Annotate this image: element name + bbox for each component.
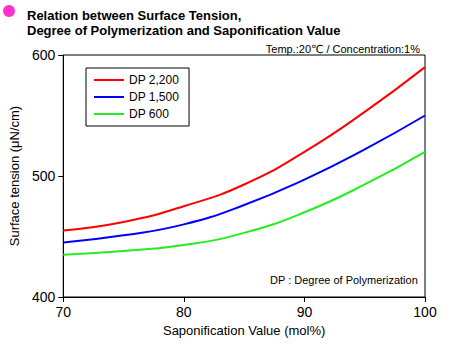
svg-text:100: 100 bbox=[413, 304, 437, 320]
svg-text:DP : Degree of Polymerization: DP : Degree of Polymerization bbox=[270, 274, 418, 286]
svg-text:90: 90 bbox=[297, 304, 313, 320]
svg-text:600: 600 bbox=[32, 47, 56, 63]
svg-text:70: 70 bbox=[55, 304, 71, 320]
svg-text:DP 2,200: DP 2,200 bbox=[129, 73, 179, 87]
svg-text:80: 80 bbox=[176, 304, 192, 320]
svg-text:Relation between Surface Tensi: Relation between Surface Tension, bbox=[27, 8, 241, 23]
svg-text:Degree of Polymerization and S: Degree of Polymerization and Saponificat… bbox=[27, 23, 341, 38]
svg-text:400: 400 bbox=[32, 289, 56, 305]
svg-text:Surface tension (μN/cm): Surface tension (μN/cm) bbox=[7, 106, 22, 246]
svg-text:Saponification Value (mol%): Saponification Value (mol%) bbox=[163, 323, 325, 338]
svg-text:Temp.:20℃ / Concentration:1%: Temp.:20℃ / Concentration:1% bbox=[266, 43, 420, 55]
svg-text:DP 1,500: DP 1,500 bbox=[129, 90, 179, 104]
svg-text:DP 600: DP 600 bbox=[129, 107, 169, 121]
svg-text:500: 500 bbox=[32, 168, 56, 184]
